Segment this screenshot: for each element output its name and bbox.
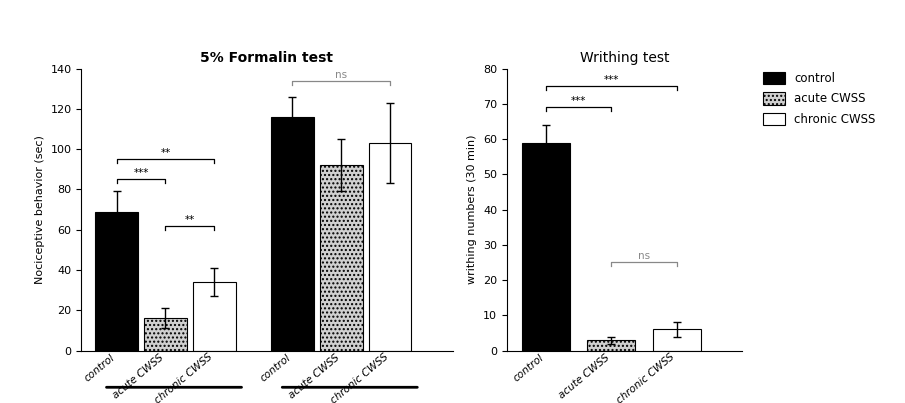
Text: ***: *** [571, 96, 586, 106]
Bar [95, 212, 138, 351]
Text: **: ** [160, 148, 170, 158]
Title: Writhing test: Writhing test [580, 50, 669, 64]
Text: ***: *** [133, 168, 148, 178]
Text: ns: ns [335, 70, 348, 79]
Text: **: ** [185, 215, 195, 224]
Bar [271, 117, 314, 351]
Bar [319, 165, 363, 351]
Bar [522, 143, 570, 351]
Y-axis label: Nociceptive behavior (sec): Nociceptive behavior (sec) [35, 135, 45, 284]
Bar [193, 282, 235, 351]
Bar [587, 340, 635, 351]
Legend: control, acute CWSS, chronic CWSS: control, acute CWSS, chronic CWSS [760, 69, 879, 129]
Bar [368, 143, 412, 351]
Text: ***: *** [604, 75, 619, 85]
Y-axis label: writhing numbers (30 min): writhing numbers (30 min) [467, 135, 478, 284]
Bar [653, 330, 700, 351]
Bar [144, 318, 187, 351]
Title: 5% Formalin test: 5% Formalin test [201, 50, 333, 64]
Text: ns: ns [638, 251, 650, 262]
